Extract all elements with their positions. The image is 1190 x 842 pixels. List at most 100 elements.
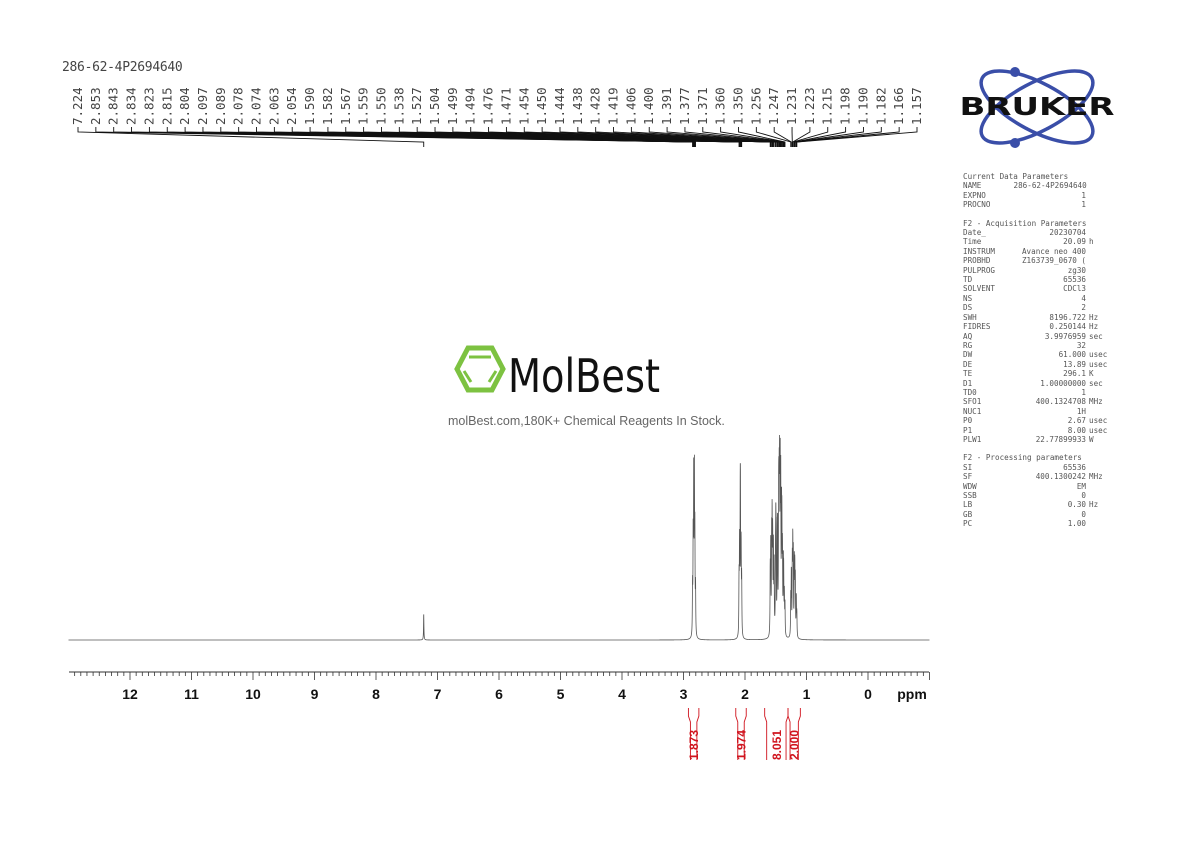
parameter-value: 8.00 [1067,425,1086,435]
x-tick-label: 4 [618,686,626,702]
peak-label: 1.377 [677,87,692,125]
integral-bracket [687,708,691,760]
peak-label: 1.400 [641,87,656,125]
peak-connector [595,127,781,147]
hexagon-icon [454,345,506,393]
parameter-unit [1086,275,1113,284]
peak-label: 1.476 [481,87,496,125]
parameter-value: 1 [1081,387,1086,397]
peak-label: 1.582 [320,87,335,125]
parameter-row: AQ 3.9976959 sec [963,332,1113,341]
peak-label: 1.190 [855,87,870,125]
parameter-row: PC 1.00 [963,519,1113,528]
parameter-unit: usec [1089,416,1108,426]
bruker-logo: BRUKER [960,67,1115,148]
parameter-row: INSTRUM Avance neo 400 [963,247,1113,256]
parameter-name: AQ [963,331,973,341]
peak-label: 2.804 [177,87,192,125]
parameter-name: NS [963,293,973,303]
parameter-name: P1 [963,425,973,435]
peak-connector [184,127,697,147]
peak-connector [613,127,782,147]
x-axis-label: ppm [897,686,927,702]
peak-connector [648,127,783,147]
parameter-value: 1H [1076,406,1086,416]
parameter-row: TE 296.1 K [963,369,1113,378]
peak-label: 2.078 [231,87,246,125]
peak-label: 1.428 [588,87,603,125]
integral-value: 2.000 [788,730,802,760]
parameter-row: PROBHD Z163739_0670 ( [963,256,1113,265]
parameter-row: SWH 8196.722 Hz [963,313,1113,322]
peak-connector [666,127,783,147]
integral-value: 1.974 [735,730,749,760]
parameter-name: TD [963,275,973,285]
parameter-name: LB [963,500,973,510]
parameter-value: 3.9976959 [1044,331,1086,341]
x-tick-label: 1 [803,686,811,702]
parameter-name: SI [963,462,973,472]
peak-label: 2.853 [88,87,103,125]
peak-connector [738,127,786,147]
parameter-name: SWH [963,312,977,322]
peak-label: 2.054 [284,87,299,125]
parameter-value: 20230704 [1049,228,1086,238]
parameter-value: 61.000 [1058,350,1086,360]
parameter-unit [1086,519,1113,528]
parameter-value: 1.00000000 [1040,378,1086,388]
bruker-brand: BRUKER [960,92,1115,121]
peak-label: 1.157 [909,87,924,125]
parameter-row: Date_ 20230704 [963,228,1113,237]
parameter-unit: K [1089,369,1094,379]
parameter-unit: Hz [1089,322,1099,332]
parameter-unit [1086,407,1113,416]
parameter-row: DW 61.000 usec [963,350,1113,359]
parameter-unit: Hz [1089,312,1099,322]
x-tick-label: 3 [680,686,688,702]
integral-value: 1.873 [687,730,701,760]
peak-connector [577,127,781,147]
integral-bracket [696,708,700,760]
parameter-unit [1086,294,1113,303]
x-tick-label: 11 [184,686,199,702]
parameter-unit [1086,463,1113,472]
peak-label: 2.823 [141,87,156,125]
parameter-row: Time 20.09 h [963,237,1113,246]
parameter-unit [1086,341,1113,350]
sample-title: 286-62-4P2694640 [62,60,183,75]
parameter-value: 400.1300242 [1035,472,1086,482]
parameter-row: SSB 0 [963,491,1113,500]
peak-connector [773,127,792,147]
peak-label: 1.419 [606,87,621,125]
spectrum-trace [68,434,930,641]
parameter-name: PULPROG [963,265,996,275]
parameter-name: PC [963,519,973,529]
parameter-value: 65536 [1063,462,1086,472]
parameter-value: 8196.722 [1049,312,1086,322]
parameter-name: Date_ [963,228,986,238]
parameter-name: SSB [963,491,977,500]
parameter-unit [1086,266,1113,275]
current-params-heading: Current Data Parameters [963,172,1069,181]
parameter-name: EXPNO [963,190,986,200]
parameter-row: FIDRES 0.250144 Hz [963,322,1113,331]
peak-connector [793,127,847,147]
x-tick-label: 9 [311,686,319,702]
watermark-tagline: molBest.com,180K+ Chemical Reagents In S… [448,414,725,428]
parameter-unit [1086,303,1113,312]
parameter-value: Avance neo 400 [1021,246,1086,256]
peak-label: 2.834 [124,87,139,125]
parameter-row: SFO1 400.1324708 MHz [963,397,1113,406]
parameter-name: GB [963,509,973,519]
parameter-name: DW [963,350,973,360]
parameter-name: PROCNO [963,200,991,210]
peak-label: 1.527 [409,87,424,125]
parameter-unit: usec [1089,425,1108,435]
parameter-row: TD 65536 [963,275,1113,284]
peak-label: 1.559 [356,87,371,125]
parameter-row: DE 13.89 usec [963,360,1113,369]
parameter-unit [1086,247,1113,256]
x-tick-label: 5 [557,686,565,702]
peak-label: 1.166 [891,87,906,125]
